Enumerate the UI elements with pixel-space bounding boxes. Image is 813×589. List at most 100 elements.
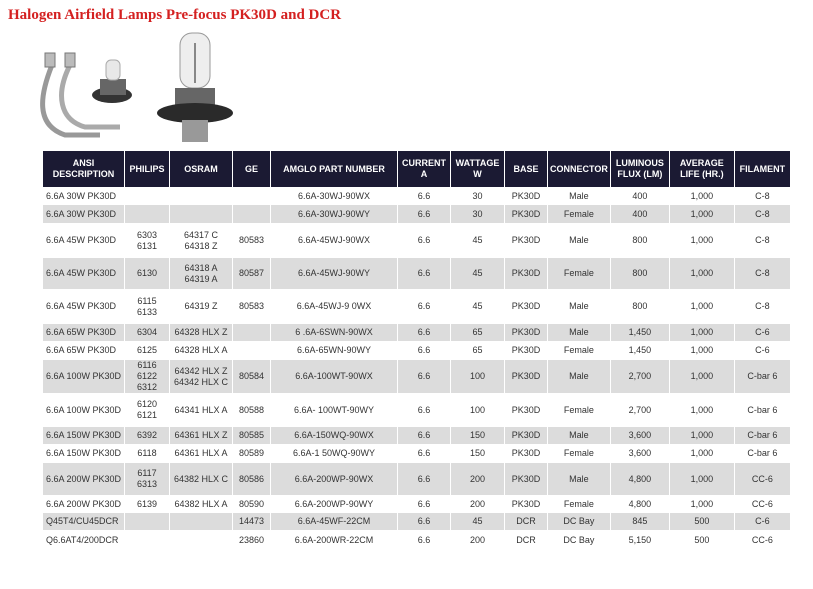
table-cell: 6.6 <box>398 513 450 530</box>
table-cell: PK30D <box>511 448 541 458</box>
table-row: 6.6A 150W PK30D 6392 64361 HLX Z 80585 6.6A-… <box>43 427 790 444</box>
table-row: 6.6A 45W PK30D 6303 6131 64317 C 64318 Z 80… <box>43 224 790 257</box>
table-cell: 6120 6121 <box>136 399 158 420</box>
table-cell: 64342 HLX Z 64342 HLX C <box>170 360 232 393</box>
table-cell: 6118 <box>137 448 157 458</box>
table-cell: 6125 <box>136 345 158 355</box>
table-cell: 45 <box>451 258 504 289</box>
table-cell: 64382 HLX A <box>174 498 228 509</box>
table-cell <box>125 531 169 549</box>
table-cell: 64341 HLX A <box>174 404 228 415</box>
table-cell: 64361 HLX Z <box>170 427 232 444</box>
table-cell: 80583 <box>238 235 265 245</box>
table-cell: PK30D <box>505 463 547 495</box>
column-header: WATTAGE W <box>451 151 504 187</box>
table-row: 6.6A 150W PK30D 6118 64361 HLX A 80589 6.6A-… <box>43 445 790 462</box>
table-cell: 6.6 <box>398 463 450 495</box>
table-cell: C-bar 6 <box>747 404 778 415</box>
table-cell: 30 <box>472 190 483 201</box>
table-cell: 80585 <box>233 427 270 444</box>
table-cell: 6303 6131 <box>136 229 158 251</box>
table-cell: 6.6A 150W PK30D <box>43 427 124 444</box>
table-row: 6.6A 30W PK30D 6.6A-30WJ-90WY 6.6 30 PK30D Fe… <box>43 205 790 223</box>
table-cell: 400 <box>610 205 669 223</box>
table-row: Q6.6AT4/200DCR 23860 6.6A-200WR-22CM 6.6 200… <box>43 531 790 549</box>
table-cell: Q45T4/CU45DCR <box>43 513 124 530</box>
table-cell: C-bar 6 <box>734 427 790 444</box>
table-cell: 6.6 <box>398 324 450 341</box>
table-row: 6.6A 30W PK30D 6.6A-30WJ-90WX 6.6 30 PK30D Ma… <box>43 188 790 204</box>
table-cell: 80586 <box>233 463 270 495</box>
table-cell: 6.6A 65W PK30D <box>46 345 117 355</box>
table-cell: 6.6A-45WJ-90WX <box>297 235 371 245</box>
table-cell: PK30D <box>511 404 541 415</box>
table-cell: 6130 <box>125 258 169 289</box>
table-cell: C-8 <box>734 205 790 223</box>
table-cell: 6.6 <box>417 448 431 458</box>
table-cell: 1,450 <box>628 345 652 355</box>
table-cell: 6.6A 150W PK30D <box>46 448 122 458</box>
table-cell: Male <box>569 301 589 311</box>
table-cell: 1,000 <box>669 360 734 393</box>
table-cell: Male <box>548 427 610 444</box>
table-cell: 1,000 <box>690 235 714 245</box>
table-cell: Female <box>563 448 594 458</box>
table-cell: 64319 Z <box>184 301 218 311</box>
table-cell: 6.6A-45WF-22CM <box>271 513 397 530</box>
table-cell: 3,600 <box>610 427 669 444</box>
table-cell: 64361 HLX A <box>174 448 228 458</box>
table-cell <box>170 205 232 223</box>
table-cell: 2,700 <box>610 360 669 393</box>
table-cell: C-6 <box>734 324 790 341</box>
table-cell: 6.6 <box>417 404 431 415</box>
table-cell: 6.6A-100WT-90WX <box>271 360 397 393</box>
table-cell: 1,000 <box>669 205 734 223</box>
table-cell: PK30D <box>505 360 547 393</box>
table-cell: 14473 <box>233 513 270 530</box>
table-cell: Female <box>548 258 610 289</box>
table-row: Q45T4/CU45DCR 14473 6.6A-45WF-22CM 6.6 45 DCR… <box>43 513 790 530</box>
table-cell <box>233 324 270 341</box>
table-cell: 1,450 <box>610 324 669 341</box>
table-cell: Q6.6AT4/200DCR <box>46 534 119 545</box>
table-cell: 6115 6133 <box>136 295 158 317</box>
table-cell: 30 <box>451 205 504 223</box>
column-header: ANSI DESCRIPTION <box>43 151 124 187</box>
table-cell: 80587 <box>233 258 270 289</box>
table-cell: 800 <box>632 301 648 311</box>
table-cell: 6.6 <box>417 498 431 509</box>
table-cell: 200 <box>451 463 504 495</box>
table-row: 6.6A 200W PK30D 6139 64382 HLX A 80590 6.6A-… <box>43 496 790 512</box>
lamp-with-wires-image <box>40 52 132 138</box>
column-header: AVERAGE LIFE (HR.) <box>669 151 734 187</box>
table-cell: 845 <box>610 513 669 530</box>
table-cell: 800 <box>632 235 648 245</box>
table-cell: 6.6A-45WJ-90WY <box>271 258 397 289</box>
table-cell: PK30D <box>505 427 547 444</box>
table-cell: 80589 <box>238 448 265 458</box>
table-cell: 100 <box>469 404 486 415</box>
table-cell: 500 <box>669 513 734 530</box>
table-row: 6.6A 45W PK30D 6115 6133 64319 Z 80583 6.6A-… <box>43 290 790 323</box>
table-cell <box>233 205 270 223</box>
table-cell: 1,000 <box>690 498 714 509</box>
table-cell: PK30D <box>511 235 541 245</box>
table-cell: Male <box>569 235 589 245</box>
table-cell: 6.6 <box>417 534 431 545</box>
table-cell: C-8 <box>734 258 790 289</box>
table-cell: 1,000 <box>690 301 714 311</box>
table-cell <box>125 188 169 204</box>
table-cell: 6.6A 100W PK30D <box>43 360 124 393</box>
table-cell: C-6 <box>755 345 770 355</box>
table-cell: 6.6 <box>398 360 450 393</box>
table-cell: 5,150 <box>628 534 652 545</box>
table-cell: 6.6A-1 50WQ-90WY <box>292 448 376 458</box>
table-cell: 6139 <box>136 498 158 509</box>
table-cell <box>233 342 270 359</box>
table-cell: 6.6A 45W PK30D <box>46 301 117 311</box>
table-cell: 1,000 <box>690 345 714 355</box>
table-cell: 6.6A-65WN-90WY <box>296 345 372 355</box>
column-header: PHILIPS <box>125 151 169 187</box>
table-cell: PK30D <box>511 345 541 355</box>
table-cell: DCR <box>516 534 536 545</box>
